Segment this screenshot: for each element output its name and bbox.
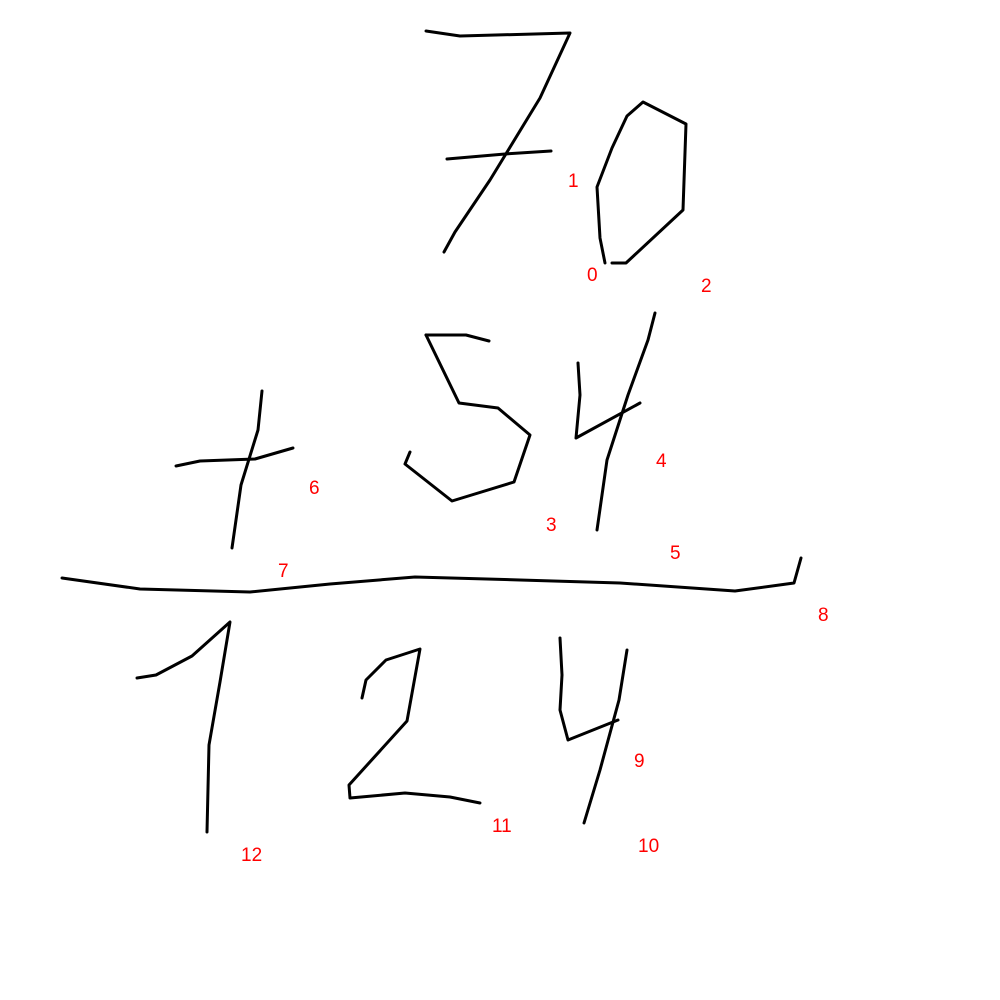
digit-4b-left-stroke [558,636,620,742]
stroke-label-6: 6 [309,478,320,499]
digit-1-stroke [135,620,232,834]
stroke-label-1: 1 [568,171,579,192]
stroke-label-12: 12 [241,845,263,866]
digit-0-stroke [595,100,688,265]
sum-line [60,556,803,594]
stroke-label-5: 5 [670,543,681,564]
stroke-label-0: 0 [587,265,598,286]
digit-4-left-stroke [574,361,642,440]
digit-5-top-bar [424,333,491,343]
stroke-label-9: 9 [634,751,645,772]
digit-2-stroke [347,647,482,805]
stroke-label-7: 7 [278,561,289,582]
stroke-label-8: 8 [818,605,829,626]
stroke-label-2: 2 [701,276,712,297]
stroke-label-11: 11 [492,816,512,837]
stroke-label-10: 10 [638,836,660,857]
digit-7-stroke-top [424,29,572,254]
digit-7-crossbar [445,149,553,161]
stroke-label-4: 4 [656,451,667,472]
digit-4b-vertical-stroke [582,648,629,825]
stroke-label-3: 3 [546,515,557,536]
plus-vertical-stroke [230,389,264,550]
digit-5-body [403,333,532,503]
digit-4-vertical-stroke [595,311,657,532]
plus-horizontal-stroke [174,446,295,468]
